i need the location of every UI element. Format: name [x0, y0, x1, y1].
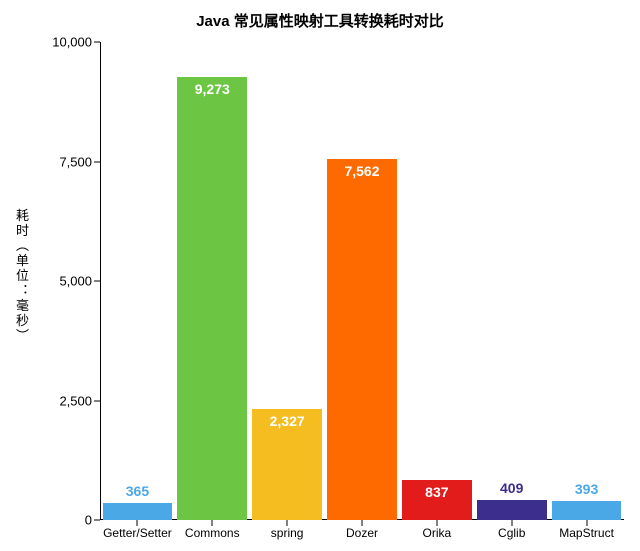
bar-slot: 9,273Commons: [175, 42, 250, 520]
bar-slot: 7,562Dozer: [325, 42, 400, 520]
y-tick-label: 0: [85, 513, 100, 528]
bar-slot: 365Getter/Setter: [100, 42, 175, 520]
bar-value-label: 7,562: [344, 163, 379, 179]
bar-value-label: 409: [500, 480, 523, 496]
bar-value-label: 365: [126, 483, 149, 499]
x-tick-label: Commons: [185, 520, 240, 540]
bar: [552, 501, 622, 520]
bar-slot: 2,327spring: [250, 42, 325, 520]
bar-slot: 837Orika: [399, 42, 474, 520]
x-tick-label: Cglib: [498, 520, 525, 540]
chart-title: Java 常见属性映射工具转换耗时对比: [0, 10, 640, 31]
bar-value-label: 2,327: [270, 413, 305, 429]
bar: [477, 500, 547, 520]
y-tick-label: 10,000: [52, 35, 100, 50]
x-tick-label: spring: [271, 520, 304, 540]
bars-group: 365Getter/Setter9,273Commons2,327spring7…: [100, 42, 624, 520]
bar: [177, 77, 247, 520]
bar-slot: 409Cglib: [474, 42, 549, 520]
x-tick-label: Getter/Setter: [103, 520, 172, 540]
x-tick-label: Dozer: [346, 520, 378, 540]
bar-value-label: 9,273: [195, 81, 230, 97]
bar: [103, 503, 173, 520]
bar-value-label: 837: [425, 484, 448, 500]
x-tick-label: MapStruct: [559, 520, 614, 540]
y-tick-label: 5,000: [59, 274, 100, 289]
x-tick-label: Orika: [423, 520, 452, 540]
plot-area: 365Getter/Setter9,273Commons2,327spring7…: [100, 42, 624, 520]
y-tick-label: 2,500: [59, 393, 100, 408]
bar-slot: 393MapStruct: [549, 42, 624, 520]
y-tick-label: 7,500: [59, 154, 100, 169]
chart-container: Java 常见属性映射工具转换耗时对比 耗时（单位：毫秒） 365Getter/…: [0, 0, 640, 551]
y-axis-label: 耗时（单位：毫秒）: [12, 208, 31, 343]
bar-value-label: 393: [575, 481, 598, 497]
bar: [327, 159, 397, 520]
